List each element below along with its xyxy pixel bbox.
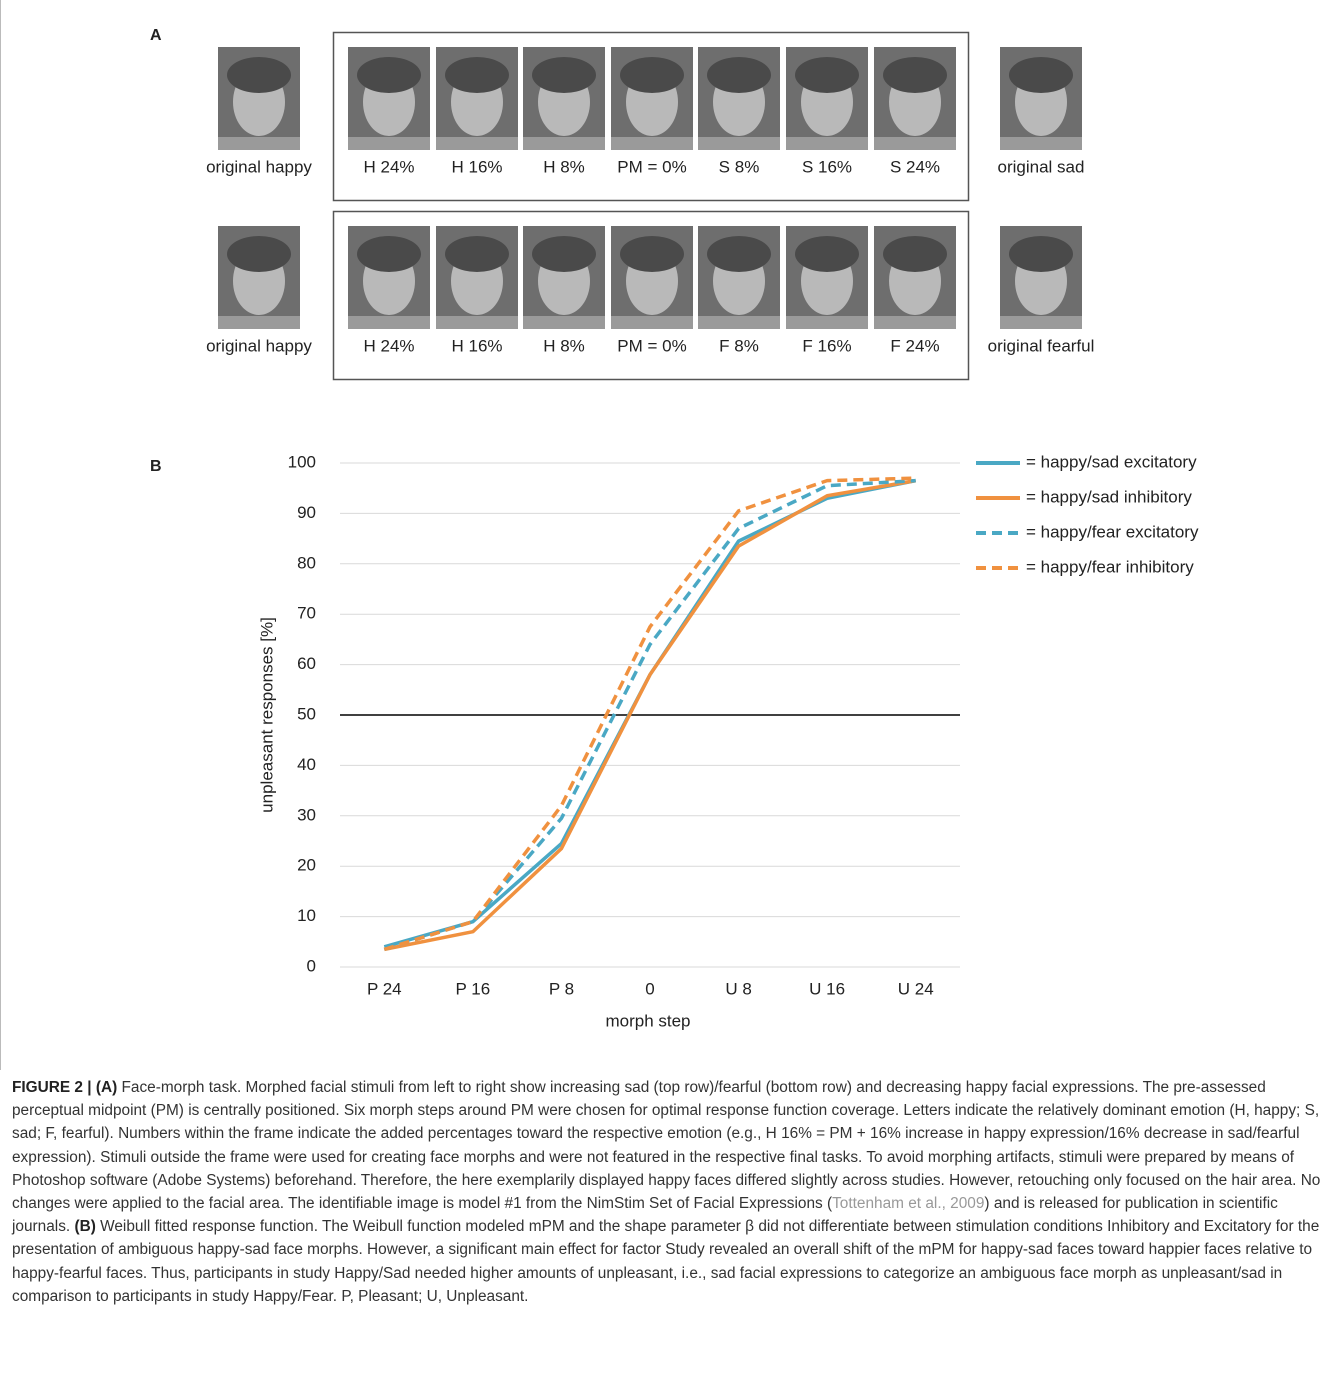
face-photo xyxy=(532,236,596,272)
face-label: H 16% xyxy=(451,336,502,355)
face-photo xyxy=(357,236,421,272)
face-photo xyxy=(1009,236,1073,272)
face-label: H 24% xyxy=(363,336,414,355)
face-label: PM = 0% xyxy=(617,336,686,355)
face-photo xyxy=(218,137,300,150)
y-tick-label: 30 xyxy=(297,805,316,824)
face-photo xyxy=(707,57,771,93)
face-photo xyxy=(218,316,300,329)
face-label: F 8% xyxy=(719,336,759,355)
face-photo xyxy=(620,57,684,93)
face-photo xyxy=(786,316,868,329)
x-axis-label: morph step xyxy=(605,1011,690,1030)
face-photo xyxy=(348,137,430,150)
face-label: original fearful xyxy=(988,336,1095,355)
face-photo xyxy=(532,57,596,93)
y-tick-label: 50 xyxy=(297,704,316,723)
face-photo xyxy=(795,236,859,272)
legend-label: = happy/fear excitatory xyxy=(1026,522,1199,541)
face-label: F 24% xyxy=(890,336,939,355)
data-line xyxy=(384,481,915,947)
page: A B morph step unpleasant responses [%] … xyxy=(0,0,1342,1378)
y-tick-label: 10 xyxy=(297,906,316,925)
face-photo xyxy=(348,316,430,329)
face-label: S 16% xyxy=(802,157,852,176)
face-label: original happy xyxy=(206,336,312,355)
caption-text: Face-morph task. Morphed facial stimuli … xyxy=(12,1079,1320,1212)
face-label: original happy xyxy=(206,157,312,176)
face-photo xyxy=(786,137,868,150)
face-photo xyxy=(698,137,780,150)
legend-label: = happy/fear inhibitory xyxy=(1026,557,1194,576)
face-photo xyxy=(523,137,605,150)
face-photo xyxy=(357,57,421,93)
x-tick-label: U 16 xyxy=(809,979,845,998)
face-label: S 8% xyxy=(719,157,760,176)
face-photo xyxy=(445,57,509,93)
y-tick-label: 100 xyxy=(288,452,316,471)
face-photo xyxy=(1000,137,1082,150)
face-photo xyxy=(611,137,693,150)
y-tick-label: 0 xyxy=(307,956,316,975)
x-tick-label: P 8 xyxy=(549,979,574,998)
face-label: S 24% xyxy=(890,157,940,176)
citation[interactable]: Tottenham et al., 2009 xyxy=(832,1195,984,1212)
data-line xyxy=(384,478,915,949)
face-photo xyxy=(795,57,859,93)
y-tick-label: 40 xyxy=(297,755,316,774)
figure: A B morph step unpleasant responses [%] … xyxy=(0,0,1342,1070)
face-photo xyxy=(227,57,291,93)
face-photo xyxy=(874,316,956,329)
face-label: H 8% xyxy=(543,157,585,176)
face-photo xyxy=(620,236,684,272)
face-photo xyxy=(698,316,780,329)
face-label: original sad xyxy=(998,157,1085,176)
y-axis-label: unpleasant responses [%] xyxy=(257,617,276,813)
face-photo xyxy=(883,57,947,93)
face-label: H 24% xyxy=(363,157,414,176)
x-tick-label: U 24 xyxy=(898,979,934,998)
x-tick-label: U 8 xyxy=(725,979,751,998)
panel-label: B xyxy=(150,458,162,475)
caption-text: Weibull fitted response function. The We… xyxy=(12,1218,1319,1305)
face-label: H 8% xyxy=(543,336,585,355)
x-tick-label: P 24 xyxy=(367,979,402,998)
face-photo xyxy=(883,236,947,272)
face-photo xyxy=(445,236,509,272)
y-tick-label: 70 xyxy=(297,604,316,623)
face-photo xyxy=(1009,57,1073,93)
y-tick-label: 60 xyxy=(297,654,316,673)
face-photo xyxy=(611,316,693,329)
x-tick-label: P 16 xyxy=(456,979,491,998)
figure-label: FIGURE 2 | xyxy=(12,1079,92,1096)
face-label: PM = 0% xyxy=(617,157,686,176)
x-tick-label: 0 xyxy=(645,979,654,998)
y-tick-label: 90 xyxy=(297,503,316,522)
face-photo xyxy=(436,316,518,329)
panel-label: A xyxy=(150,27,162,44)
legend-label: = happy/sad excitatory xyxy=(1026,452,1197,471)
y-tick-label: 20 xyxy=(297,856,316,875)
face-photo xyxy=(1000,316,1082,329)
caption-label: (B) xyxy=(74,1218,95,1235)
face-photo xyxy=(707,236,771,272)
caption: FIGURE 2 | (A) Face-morph task. Morphed … xyxy=(12,1076,1334,1308)
legend-label: = happy/sad inhibitory xyxy=(1026,487,1192,506)
caption-label: (A) xyxy=(96,1079,117,1096)
y-tick-label: 80 xyxy=(297,553,316,572)
face-label: H 16% xyxy=(451,157,502,176)
face-photo xyxy=(874,137,956,150)
face-label: F 16% xyxy=(802,336,851,355)
face-photo xyxy=(436,137,518,150)
face-photo xyxy=(523,316,605,329)
face-photo xyxy=(227,236,291,272)
